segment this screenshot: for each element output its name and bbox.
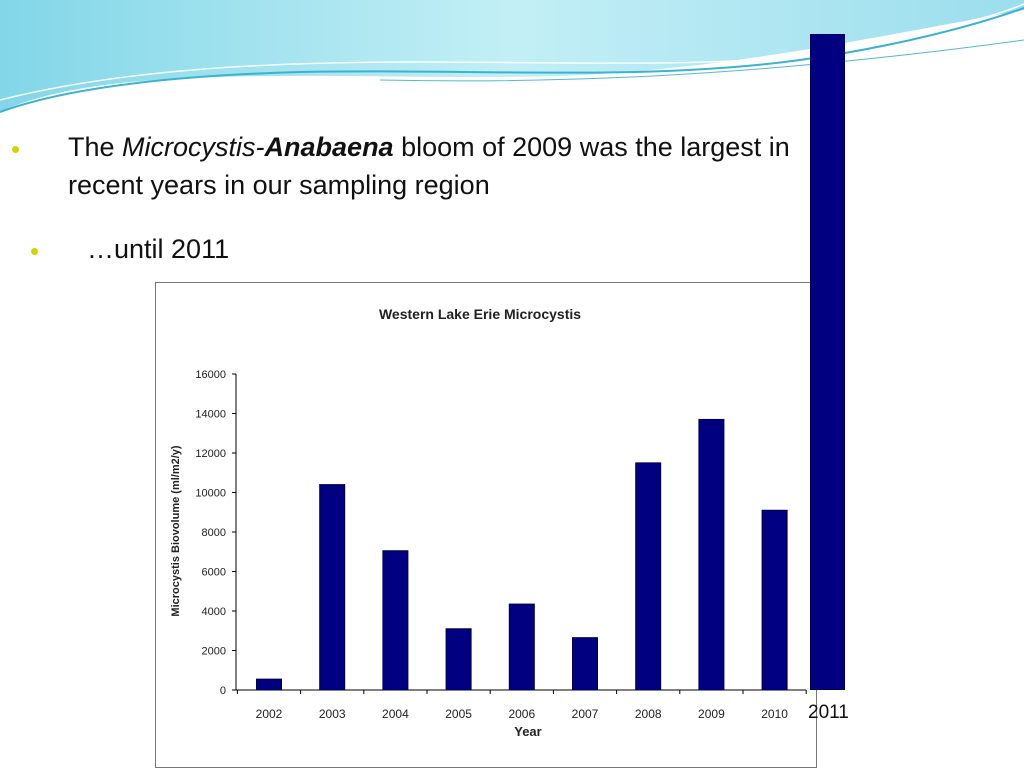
bar-2011-label: 2011 (808, 702, 849, 723)
bar-2006 (508, 603, 535, 691)
bar-2011-overlay (810, 34, 845, 690)
bar-2009 (698, 418, 725, 691)
bar-2010 (761, 509, 788, 691)
y-tick-label: 8000 (202, 527, 226, 539)
y-tick-label: 14000 (195, 409, 226, 421)
bars (256, 418, 788, 691)
bullet1-prefix: The (68, 132, 123, 162)
y-tick-label: 16000 (195, 369, 226, 381)
bar-2004 (382, 550, 409, 691)
bar-2007 (572, 637, 598, 691)
x-tick-label: 2008 (635, 707, 662, 721)
bar-2008 (635, 462, 662, 691)
x-tick-label: 2005 (445, 707, 472, 721)
chart-frame: Western Lake Erie Microcystis Microcysti… (155, 282, 817, 768)
tick-labels: 0 2000 4000 6000 8000 10000 12000 14000 16000 200… (195, 369, 788, 721)
x-tick-label: 2007 (572, 707, 599, 721)
y-tick-label: 10000 (195, 488, 226, 500)
bullet-text-1: The Microcystis-Anabaena bloom of 2009 w… (68, 128, 828, 204)
x-axis-label: Year (514, 724, 541, 739)
bullet1-italic-word: Microcystis- (122, 132, 265, 162)
x-tick-label: 2006 (508, 707, 535, 721)
x-tick-label: 2010 (761, 707, 788, 721)
bullet-dot-1 (12, 146, 19, 153)
y-tick-label: 6000 (202, 567, 226, 579)
decorative-wave-header (0, 0, 1024, 113)
bullet-dot-2 (31, 248, 38, 255)
y-axis-label: Microcystis Biovolume (ml/m2/y) (170, 445, 182, 616)
x-tick-label: 2004 (382, 707, 409, 721)
bullet1-suffix: bloom of 2009 was the largest in recent … (68, 132, 790, 200)
x-tick-label: 2002 (256, 707, 283, 721)
y-tick-label: 0 (220, 685, 226, 697)
bar-2002 (256, 678, 282, 691)
bullet-text-2: …until 2011 (87, 234, 230, 264)
x-tick-label: 2009 (698, 707, 725, 721)
bullet1-bold-italic-word: Anabaena (264, 132, 394, 162)
y-tick-label: 4000 (202, 606, 226, 618)
chart-title: Western Lake Erie Microcystis (379, 306, 581, 322)
bar-2003 (319, 484, 346, 691)
y-tick-label: 2000 (202, 646, 226, 658)
x-tick-label: 2003 (319, 707, 346, 721)
y-tick-label: 12000 (195, 448, 226, 460)
bar-2005 (445, 628, 472, 691)
bar-chart: Western Lake Erie Microcystis Microcysti… (170, 306, 807, 739)
